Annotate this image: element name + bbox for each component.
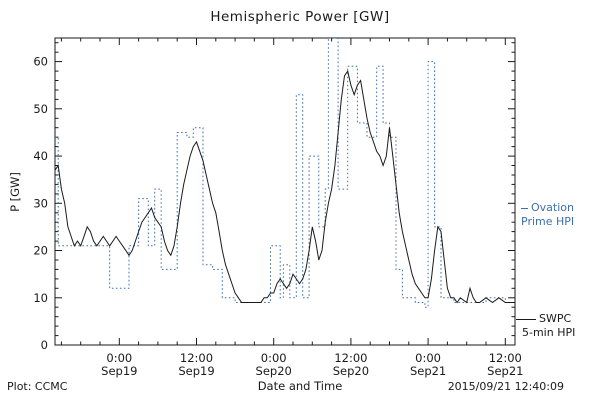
svg-text:0:00: 0:00 <box>261 351 287 365</box>
legend-swpc-line2: 5-min HPI <box>522 326 576 339</box>
svg-text:Sep19: Sep19 <box>101 364 137 378</box>
svg-text:30: 30 <box>33 196 48 210</box>
svg-text:0:00: 0:00 <box>106 351 132 365</box>
svg-text:12:00: 12:00 <box>180 351 213 365</box>
plot-timestamp: 2015/09/21 12:40:09 <box>447 380 564 393</box>
svg-text:Sep21: Sep21 <box>487 364 523 378</box>
svg-text:0:00: 0:00 <box>415 351 441 365</box>
chart-title: Hemispheric Power [GW] <box>210 9 390 25</box>
svg-text:20: 20 <box>33 244 48 258</box>
legend-swpc: SWPC 5-min HPI <box>516 312 575 340</box>
svg-text:60: 60 <box>33 55 48 69</box>
svg-text:Sep20: Sep20 <box>256 364 292 378</box>
swpc-line-marker <box>516 318 536 320</box>
ovation-line-marker <box>521 207 528 209</box>
x-axis-label: Date and Time <box>257 379 343 393</box>
svg-text:0: 0 <box>41 338 48 352</box>
plot-source-label: Plot: CCMC <box>7 380 68 393</box>
svg-text:12:00: 12:00 <box>334 351 367 365</box>
legend-ovation: Ovation Prime HPI <box>521 201 574 229</box>
svg-text:40: 40 <box>33 149 48 163</box>
svg-text:Sep19: Sep19 <box>178 364 214 378</box>
svg-text:12:00: 12:00 <box>489 351 522 365</box>
svg-text:Sep21: Sep21 <box>410 364 446 378</box>
legend-swpc-line1: SWPC <box>539 312 572 325</box>
legend-ovation-line1: Ovation <box>531 201 574 214</box>
svg-text:10: 10 <box>33 291 48 305</box>
legend-ovation-line2: Prime HPI <box>521 215 575 228</box>
svg-text:50: 50 <box>33 102 48 116</box>
svg-text:Sep20: Sep20 <box>333 364 369 378</box>
